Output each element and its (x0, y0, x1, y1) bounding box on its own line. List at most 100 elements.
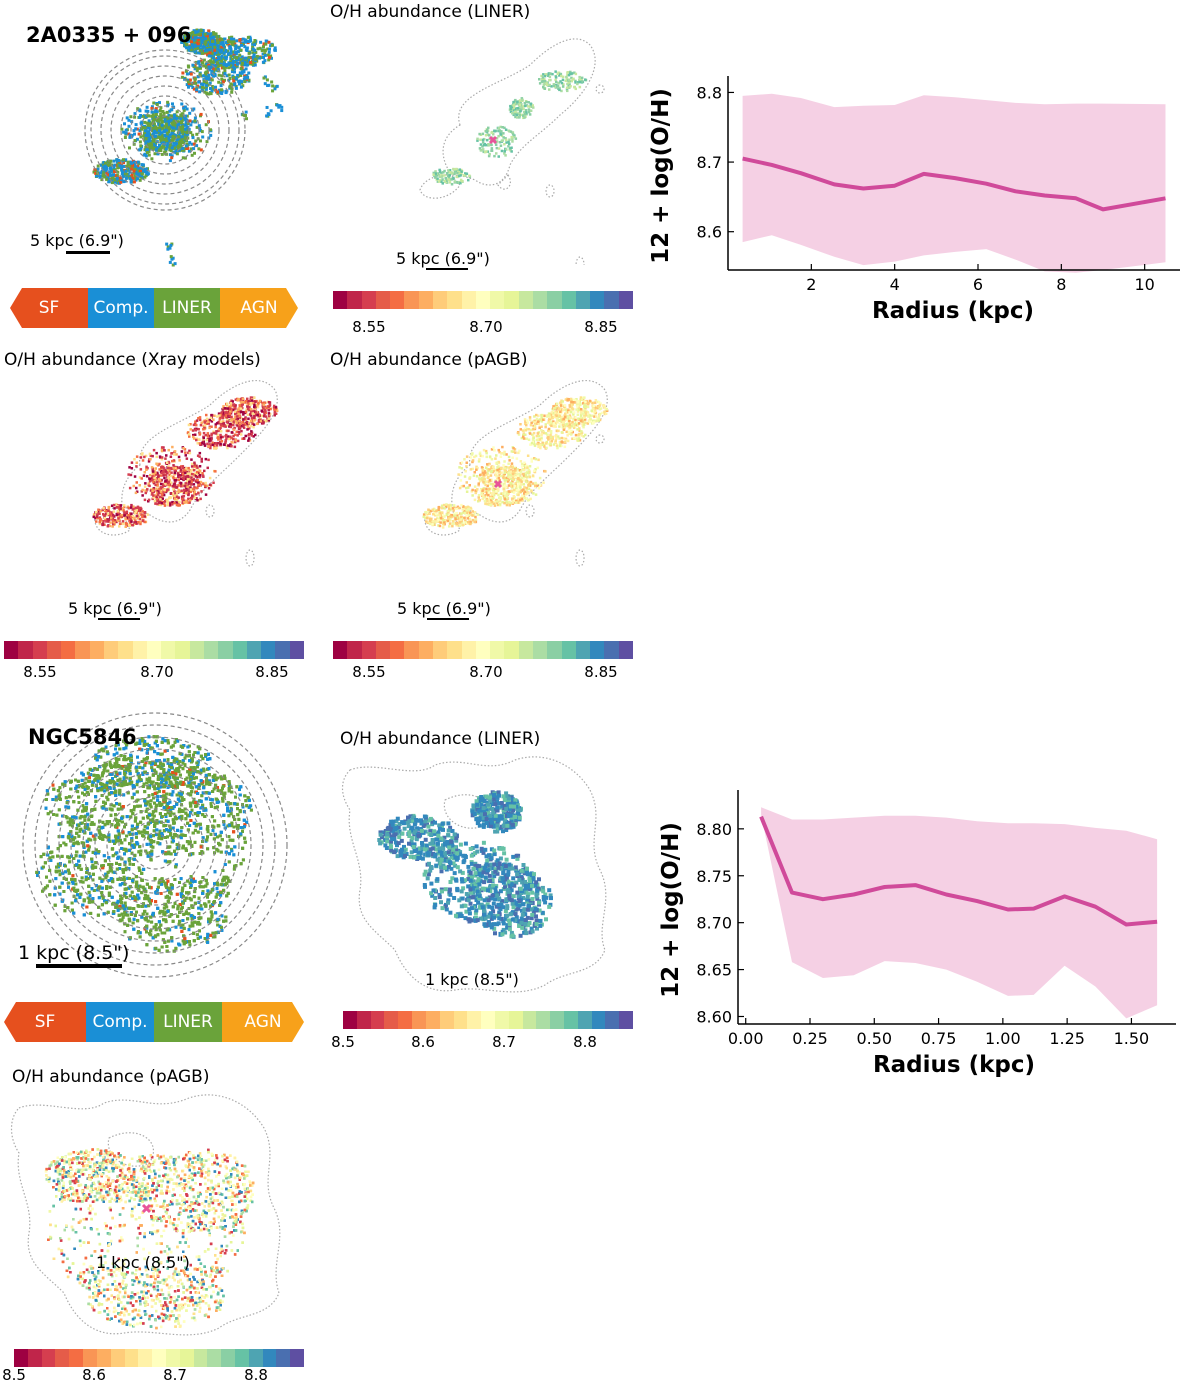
map-pixel (557, 411, 561, 414)
map-pixel (170, 156, 174, 160)
map-pixel (156, 146, 160, 150)
map-pixel (231, 61, 235, 65)
map-pixel (238, 53, 242, 57)
map-pixel (187, 497, 190, 501)
map-pixel (155, 451, 158, 455)
map-pixel (505, 494, 508, 497)
map-pixel (203, 469, 206, 473)
map-pixel (223, 443, 226, 446)
map-pixel (168, 133, 172, 137)
map-pixel (560, 436, 564, 440)
map-pixel (118, 164, 122, 168)
map-pixel (127, 523, 131, 527)
map-pixel (456, 181, 460, 184)
map-pixel (458, 515, 461, 518)
map-pixel (152, 118, 156, 122)
map-pixel (451, 520, 455, 523)
map-pixel (243, 113, 247, 117)
map-pixel (213, 48, 217, 52)
map-pixel (534, 419, 538, 422)
map-pixel (151, 497, 154, 501)
map-pixel (199, 480, 203, 484)
map-pixel (514, 473, 517, 476)
map-pixel (569, 397, 573, 401)
map-pixel (461, 508, 464, 511)
map-pixel (535, 413, 538, 417)
map-pixel (527, 105, 530, 108)
map-pixel (160, 119, 164, 123)
colorbar-segment (4, 641, 19, 659)
map-pixel (202, 34, 205, 38)
map-pixel (94, 516, 97, 520)
map-pixel (201, 74, 205, 78)
map-pixel (131, 165, 134, 169)
map-pixel (165, 130, 169, 134)
map-pixel (229, 85, 233, 89)
map-pixel (199, 66, 202, 70)
map-pixel (436, 516, 439, 520)
map-pixel (166, 142, 170, 146)
map-pixel (234, 420, 238, 423)
map-pixel (538, 78, 541, 81)
map-pixel (573, 71, 576, 74)
map-pixel (183, 156, 187, 160)
map-pixel (256, 405, 260, 409)
map-pixel (502, 464, 505, 467)
map-pixel (251, 412, 254, 415)
map-pixel (139, 144, 143, 148)
map-pixel (172, 141, 176, 145)
map-pixel (438, 168, 441, 172)
map-pixel (544, 425, 547, 429)
map-pixel (447, 176, 451, 179)
map-pixel (105, 166, 108, 169)
scale-bar (98, 618, 140, 620)
map-pixel (209, 87, 212, 90)
map-pixel (245, 403, 249, 407)
map-pixel (164, 457, 167, 460)
legend-liner-label: LINER (162, 298, 212, 318)
map-pixel (540, 420, 544, 423)
map-pixel (512, 106, 515, 110)
map-pixel (534, 485, 537, 489)
map-pixel (206, 466, 209, 470)
map-pixel (156, 477, 159, 480)
map-pixel (162, 469, 165, 473)
map-pixel (132, 505, 135, 508)
map-pixel (242, 424, 245, 427)
map-pixel (507, 473, 510, 477)
map-pixel (218, 90, 222, 94)
colorbar-liner-1 (333, 291, 633, 309)
map-pixel (224, 90, 228, 94)
map-pixel (145, 148, 149, 152)
map-pixel (136, 517, 140, 520)
legend-agn: AGN (220, 288, 298, 328)
map-pixel (161, 126, 164, 130)
map-pixel (144, 174, 148, 178)
map-pixel (491, 482, 494, 486)
map-pixel (245, 420, 249, 424)
map-pixel (148, 480, 152, 483)
map-pixel (511, 480, 514, 483)
map-pixel (160, 152, 164, 156)
map-pixel (137, 169, 141, 173)
map-pixel (130, 467, 134, 470)
oh-map-xray-1 (92, 380, 279, 567)
map-pixel (561, 423, 565, 426)
map-pixel (150, 110, 154, 114)
map-pixel (514, 451, 517, 454)
map-pixel (485, 473, 488, 476)
map-pixel (228, 444, 232, 448)
map-pixel (222, 43, 226, 47)
map-pixel (519, 460, 523, 463)
map-pixel (163, 449, 166, 452)
map-pixel (439, 511, 442, 515)
map-pixel (460, 512, 463, 515)
map-pixel (168, 159, 172, 163)
map-pixel (563, 425, 567, 428)
map-pixel (184, 471, 187, 475)
map-pixel (509, 502, 512, 505)
map-pixel (246, 407, 250, 410)
map-pixel (120, 515, 123, 519)
map-pixel (131, 514, 135, 518)
map-pixel (229, 435, 232, 438)
